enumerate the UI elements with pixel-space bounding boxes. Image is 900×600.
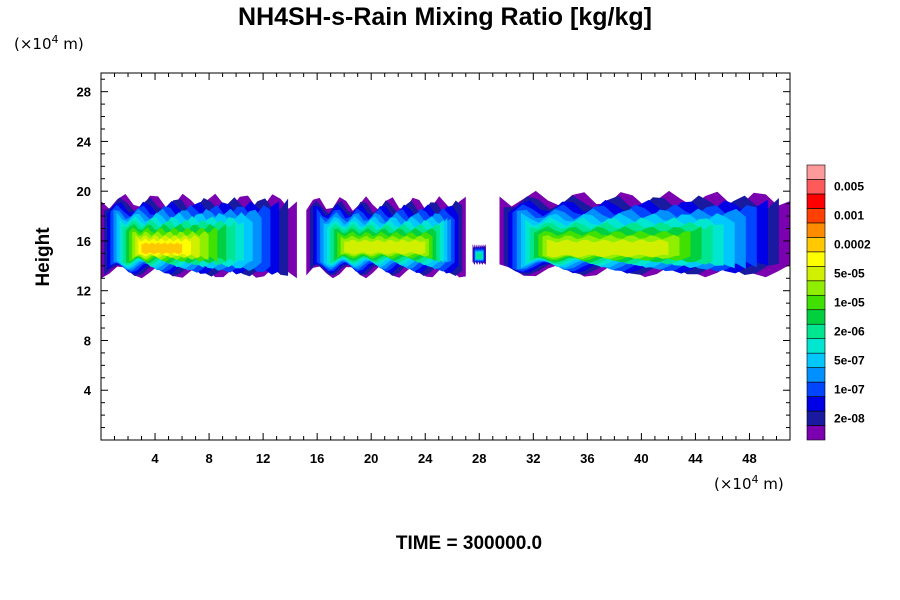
- cloud-band: [472, 244, 486, 265]
- x-tick-label: 44: [688, 451, 703, 466]
- x-unit-tail: m): [759, 475, 784, 493]
- colorbar-swatch: [806, 323, 826, 339]
- contour-fill: [344, 239, 426, 255]
- colorbar-label: 0.005: [834, 180, 864, 194]
- colorbar-swatch: [806, 251, 826, 267]
- colorbar-swatch: [806, 193, 826, 209]
- y-axis: 4 8 12 16 20 24 28: [77, 78, 790, 429]
- y-axis-label: Height: [33, 227, 54, 287]
- colorbar-swatch: [806, 410, 826, 426]
- colorbar-label: 0.001: [834, 209, 864, 223]
- y-unit-exp: 4: [52, 33, 59, 46]
- colorbar-label: 5e-05: [834, 267, 865, 281]
- contour-fill: [476, 252, 482, 260]
- colorbar-swatch: [806, 338, 826, 354]
- chart-title: NH4SH-s-Rain Mixing Ratio [kg/kg]: [238, 3, 652, 31]
- svg-text:(×104 m): (×104 m): [714, 473, 784, 493]
- time-label: TIME = 300000.0: [396, 533, 542, 554]
- y-tick-label: 20: [77, 184, 91, 199]
- x-tick-label: 20: [364, 451, 378, 466]
- x-unit-exp: 4: [752, 473, 759, 486]
- cloud-band: [306, 196, 466, 279]
- plot-frame: [100, 72, 791, 441]
- x-tick-label: 12: [256, 451, 270, 466]
- svg-text:(×104 m): (×104 m): [14, 33, 84, 53]
- cloud-band: [499, 190, 790, 278]
- colorbar-swatch: [806, 280, 826, 296]
- y-tick-label: 4: [84, 383, 92, 398]
- x-tick-label: 24: [418, 451, 433, 466]
- y-unit-base: (×10: [14, 35, 52, 53]
- x-tick-label: 28: [472, 451, 486, 466]
- colorbar-swatch: [806, 164, 826, 180]
- contour-fill: [546, 239, 669, 258]
- x-tick-label: 36: [580, 451, 594, 466]
- x-tick-label: 16: [310, 451, 324, 466]
- colorbar-swatch: [806, 294, 826, 311]
- x-unit-label: (×104 m): [714, 473, 784, 493]
- colorbar-swatch: [806, 266, 826, 282]
- y-tick-label: 8: [84, 333, 91, 348]
- colorbar-swatch: [806, 208, 826, 224]
- colorbar: 2e-08 1e-07 5e-07 2e-06 1e-05 5e-05 0.0002 0.00…: [806, 164, 871, 441]
- colorbar-swatch: [806, 396, 826, 412]
- colorbar-swatch: [806, 425, 826, 441]
- cloud-band: [101, 193, 297, 279]
- y-tick-label: 28: [77, 85, 91, 100]
- colorbar-swatch: [806, 352, 826, 368]
- y-tick-label: 24: [77, 134, 92, 149]
- colorbar-swatch: [806, 309, 826, 325]
- x-tick-label: 8: [205, 451, 212, 466]
- colorbar-label: 1e-05: [834, 296, 865, 310]
- y-tick-label: 12: [77, 284, 91, 299]
- colorbar-swatch: [806, 237, 826, 253]
- x-tick-label: 32: [526, 451, 540, 466]
- x-tick-label: 48: [742, 451, 756, 466]
- colorbar-swatch: [806, 222, 826, 238]
- x-unit-base: (×10: [714, 475, 752, 493]
- colorbar-label: 2e-06: [834, 324, 865, 338]
- colorbar-label: 0.0002: [834, 238, 871, 252]
- x-tick-label: 40: [634, 451, 648, 466]
- plot-area: [100, 72, 791, 441]
- contour-fill: [141, 242, 183, 255]
- colorbar-swatch: [806, 381, 826, 397]
- colorbar-label: 5e-07: [834, 353, 865, 367]
- colorbar-label: 1e-07: [834, 382, 865, 396]
- x-tick-label: 4: [151, 451, 159, 466]
- y-unit-tail: m): [59, 35, 84, 53]
- y-tick-label: 16: [77, 234, 91, 249]
- y-unit-label: (×104 m): [14, 33, 84, 53]
- colorbar-swatch: [806, 179, 826, 195]
- colorbar-label: 2e-08: [834, 411, 865, 425]
- colorbar-swatch: [806, 367, 826, 383]
- x-axis: 4 8 12 16 20 24 28 32 36 40 44 48: [114, 73, 777, 466]
